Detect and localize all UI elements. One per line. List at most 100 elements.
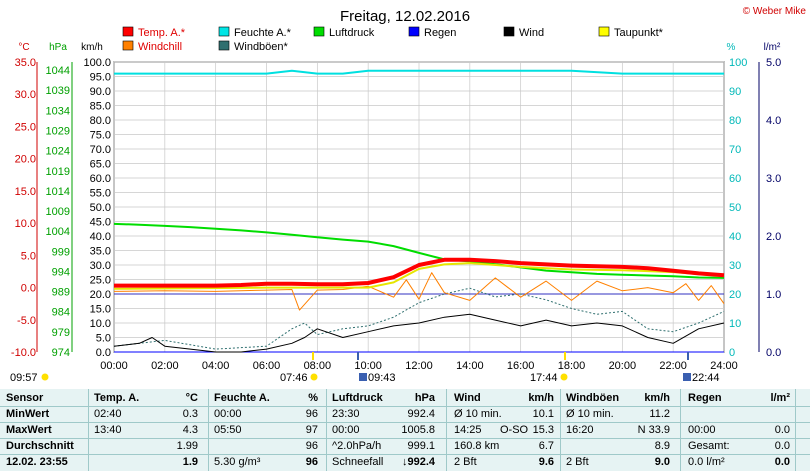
table-cell: 1.9 [182, 456, 198, 468]
legend-swatch [598, 26, 610, 37]
table-cell: 9.6 [538, 456, 554, 468]
table-cell: 2 Bft [566, 456, 589, 468]
axis-units: °C hPa km/h% l/m² [18, 42, 781, 53]
legend-swatch [218, 40, 230, 51]
tick-label-wind: 55.0 [90, 188, 111, 200]
table-header: km/h [644, 392, 670, 404]
tick-label-time: 16:00 [507, 360, 535, 372]
tick-label-time: 24:00 [710, 360, 738, 372]
tick-label-time: 04:00 [202, 360, 230, 372]
series-line [113, 222, 725, 279]
tick-label-humidity: 90 [729, 86, 741, 98]
tick-label-time: 02:00 [151, 360, 179, 372]
tick-label-temp: 30.0 [15, 89, 36, 101]
table-cell: 23:30 [332, 408, 360, 420]
tick-label-temp: 25.0 [15, 121, 36, 133]
tick-label-pressure: 979 [52, 327, 70, 339]
legend-item: Windchill [122, 40, 182, 53]
sun-moon-event: 22:44 [683, 372, 720, 384]
tick-label-temp: 15.0 [15, 186, 36, 198]
table-cell: Schneefall [332, 456, 384, 468]
tick-label-wind: 45.0 [90, 217, 111, 229]
tick-label-wind: 70.0 [90, 144, 111, 156]
legend-label: Temp. A.* [138, 27, 186, 39]
tick-label-wind: 0.0 [96, 347, 111, 359]
table-header: Feuchte A. [214, 392, 270, 404]
tick-label-humidity: 100 [729, 57, 747, 69]
table-divider [446, 389, 447, 471]
tick-label-time: 18:00 [558, 360, 586, 372]
table-cell: 96 [305, 456, 318, 468]
table-header: hPa [414, 392, 435, 404]
table-header: km/h [528, 392, 554, 404]
tick-label-wind: 5.0 [96, 333, 111, 345]
table-cell: Durchschnitt [6, 440, 74, 452]
table-header: % [308, 392, 318, 404]
table-cell: 96 [305, 440, 318, 452]
table-cell: 10.1 [532, 408, 554, 420]
table-divider [88, 389, 89, 471]
grid [113, 61, 725, 353]
table-header: l/m² [770, 392, 790, 404]
table-cell: 13:40 [94, 424, 122, 436]
axis-unit-rain: l/m² [764, 42, 781, 53]
event-time: 09:43 [368, 372, 396, 384]
tick-label-pressure: 1034 [46, 105, 70, 117]
tick-label-rain: 1.0 [766, 289, 781, 301]
table-cell: Gesamt: [688, 440, 730, 452]
table-cell: 14:25 [454, 424, 482, 436]
tick-label-time: 12:00 [405, 360, 433, 372]
table-divider [326, 389, 327, 471]
chart-title: Freitag, 12.02.2016 [340, 8, 470, 25]
sun-moon-event: 09:57 [10, 372, 49, 384]
tick-label-humidity: 70 [729, 144, 741, 156]
tick-label-wind: 80.0 [90, 115, 111, 127]
legend-swatch [313, 26, 325, 37]
legend-swatch [122, 40, 134, 51]
table-cell: 97 [305, 424, 318, 436]
tick-label-wind: 50.0 [90, 202, 111, 214]
axes: 35.0 30.0 25.0 20.0 15.0 10.0 5.0 0.0 -5.0 -10.0 1… [11, 57, 781, 372]
tick-label-wind: 90.0 [90, 86, 111, 98]
axis-unit-pressure: hPa [49, 42, 67, 53]
table-cell: 00:00 [688, 424, 716, 436]
tick-label-pressure: 1029 [46, 125, 70, 137]
tick-label-temp: 20.0 [15, 154, 36, 166]
tick-label-time: 00:00 [100, 360, 128, 372]
sun-icon [560, 373, 568, 381]
table-divider [680, 389, 681, 471]
table-cell: O-SO [500, 424, 529, 436]
tick-label-humidity: 80 [729, 115, 741, 127]
table-divider [0, 406, 810, 407]
tick-label-wind: 15.0 [90, 304, 111, 316]
legend-swatch [122, 26, 134, 37]
tick-label-time: 22:00 [659, 360, 687, 372]
tick-label-humidity: 30 [729, 260, 741, 272]
tick-label-wind: 35.0 [90, 246, 111, 258]
weather-chart: Freitag, 12.02.2016 © Weber Mike Temp. A… [10, 6, 806, 384]
tick-label-wind: 95.0 [90, 72, 111, 84]
tick-label-pressure: 994 [52, 266, 70, 278]
table-cell: 00:00 [214, 408, 242, 420]
table-cell: 4.3 [182, 424, 198, 436]
tick-label-pressure: 1004 [46, 226, 70, 238]
table-divider [0, 454, 810, 455]
tick-label-wind: 25.0 [90, 275, 111, 287]
tick-label-rain: 3.0 [766, 173, 781, 185]
tick-label-wind: 60.0 [90, 173, 111, 185]
table-header: Luftdruck [332, 392, 383, 404]
table-cell: 8.9 [654, 440, 670, 452]
sun-moon-event: 09:43 [359, 372, 396, 384]
event-time: 17:44 [530, 372, 558, 384]
tick-label-time: 08:00 [304, 360, 332, 372]
tick-label-rain: 4.0 [766, 115, 781, 127]
tick-label-temp: 10.0 [15, 218, 36, 230]
moon-icon [359, 373, 367, 381]
tick-label-humidity: 60 [729, 173, 741, 185]
table-divider [208, 389, 209, 471]
legend: Temp. A.* Feuchte A.* Luftdruck Regen Wind Ta… [122, 26, 664, 53]
table-divider [0, 422, 810, 423]
table-cell: 0.0 [774, 424, 790, 436]
legend-label: Taupunkt* [614, 27, 664, 39]
sun-moon-event: 17:44 [530, 372, 568, 384]
